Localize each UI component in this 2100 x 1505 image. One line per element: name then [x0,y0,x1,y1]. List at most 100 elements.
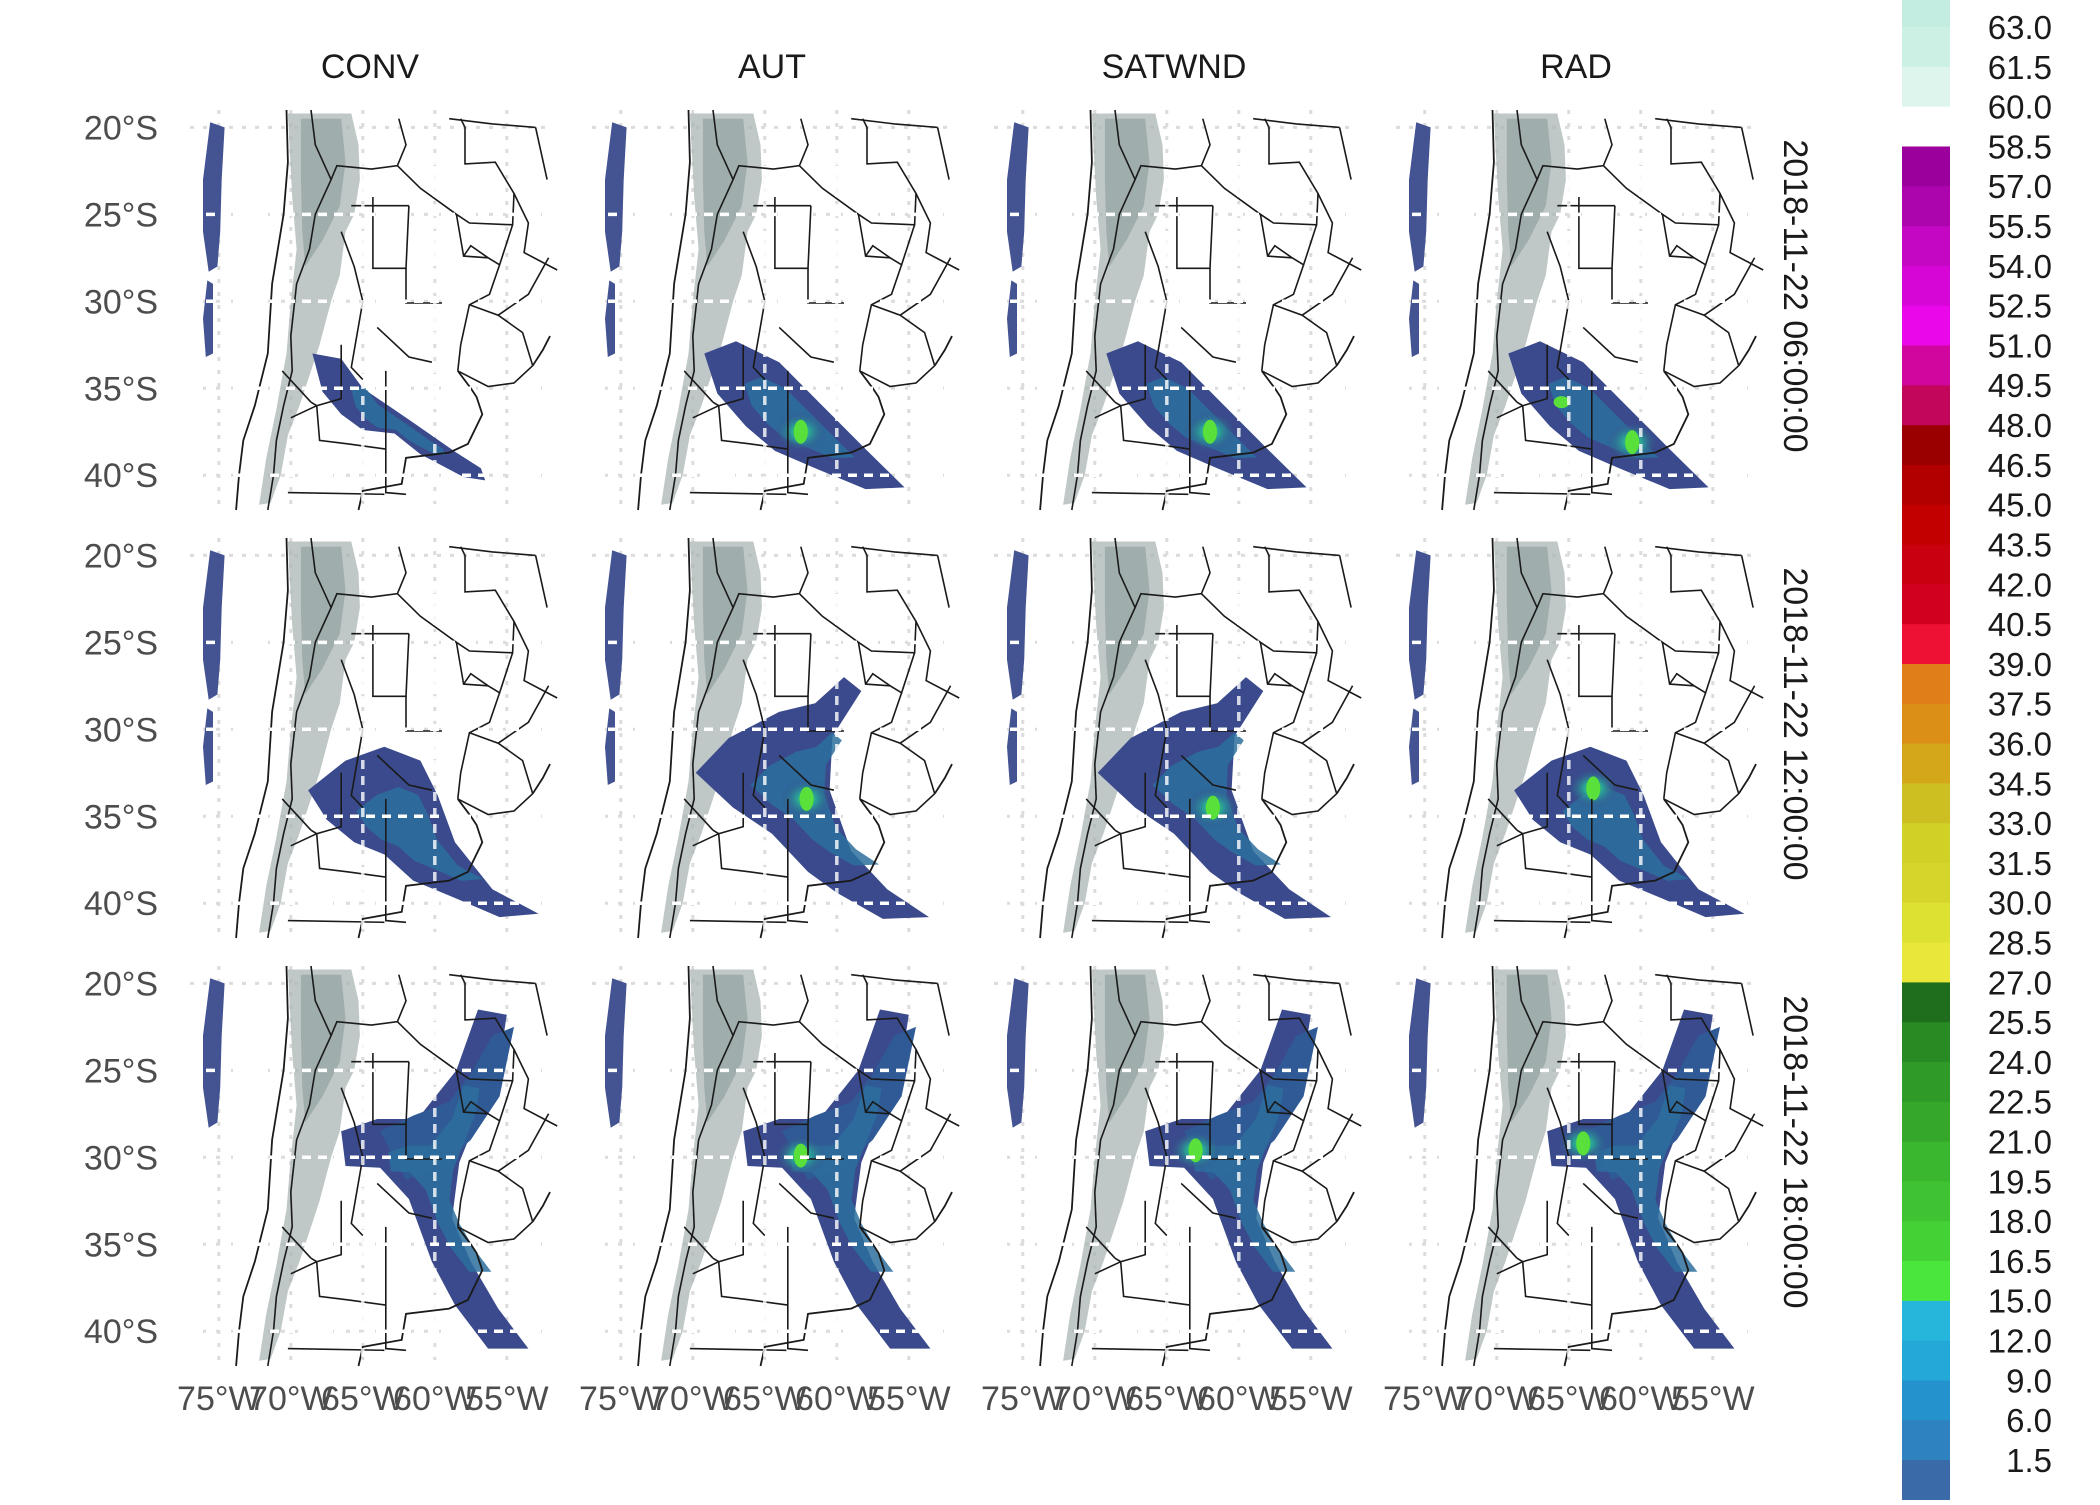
border-line [1703,1113,1756,1172]
border-line [1582,326,1639,363]
colorbar-label: 63.0 [1988,9,2052,46]
border-line [1663,793,1740,816]
border-line [267,965,332,1367]
y-tick-label: 20°S [84,537,158,575]
border-line [936,983,950,1036]
border-line [1266,672,1293,687]
border-line [287,919,385,924]
border-line [899,257,952,316]
colorbar-swatch [1902,1300,1950,1342]
border-line [1675,1160,1740,1222]
colorbar-swatch [1902,425,1950,466]
border-line [1091,1347,1189,1352]
border-line [1582,1182,1639,1219]
border-line [669,109,734,511]
border-line [683,798,714,831]
border-line [1189,798,1211,924]
y-tick-label: 25°S [84,624,158,662]
border-line [1675,732,1740,794]
map-panel-r3-c3 [994,965,1362,1367]
column-title-conv: CONV [321,48,420,86]
map-panel-r3-c2 [592,965,960,1367]
border-line [1176,1053,1214,1126]
border-line [384,1226,407,1352]
map-panel-r2-c3 [994,537,1362,939]
border-line [267,109,332,511]
border-line [267,537,332,939]
border-line [1703,685,1756,744]
border-line [1091,919,1189,924]
precip-core [1203,419,1217,444]
border-line [469,1160,534,1222]
border-line [871,732,936,794]
border-line [1317,193,1362,271]
x-tick-label: 60°W [1197,1380,1281,1418]
border-line [310,401,318,407]
colorbar-label: 19.5 [1988,1163,2052,1200]
colorbar-label: 52.5 [1988,288,2052,325]
precip-field-mid [350,385,446,456]
border-line [1200,118,1319,226]
border-line [1611,268,1648,304]
border-line [372,625,410,698]
colorbar-swatch [1902,902,1950,944]
colorbar-swatch [1902,1181,1950,1223]
colorbar-label: 45.0 [1988,487,2052,524]
colorbar-label: 24.0 [1988,1044,2052,1081]
colorbar-swatch [1902,146,1950,188]
coastline [859,798,874,817]
pacific-field [203,978,225,1128]
border-line [462,244,489,259]
border-line [287,491,385,496]
colorbar-swatch [1902,1460,1950,1501]
pacific-field [203,708,213,785]
x-tick-label: 75°W [981,1380,1065,1418]
border-line [1071,965,1136,1367]
border-line [315,833,386,878]
border-line [1253,117,1340,129]
border-line [1655,117,1742,129]
precip-field-mid [356,787,484,881]
pacific-field [1007,280,1017,357]
border-line [290,1200,343,1275]
border-line [1602,974,1721,1082]
border-line [462,1100,489,1115]
pacific-field [203,280,213,357]
border-line [1661,642,1720,695]
border-line [1176,197,1214,270]
border-line [1266,244,1293,259]
border-line [513,621,558,699]
border-line [915,193,960,271]
border-line [457,365,534,388]
border-line [1591,798,1613,924]
border-line [1176,625,1214,698]
column-title-rad: RAD [1540,48,1612,86]
border-line [455,214,514,267]
border-line [1317,1049,1362,1127]
precip-field-mid [790,1085,894,1272]
coastline [1039,965,1093,1367]
map-panel-r1-c4 [1396,109,1764,511]
border-line [1338,127,1352,180]
colorbar-swatch [1902,504,1950,546]
coastline [933,763,953,795]
colorbar-swatch [1902,584,1950,626]
colorbar-label: 57.0 [1988,168,2052,205]
coastline [1563,1243,1690,1367]
coastline [357,815,484,939]
border-line [376,1182,433,1219]
coastline [1161,815,1288,939]
border-line [798,118,917,226]
x-tick-label: 70°W [1053,1380,1137,1418]
border-line [712,1257,720,1263]
border-line [1668,1100,1695,1115]
x-tick-label: 70°W [1455,1380,1539,1418]
border-line [405,696,442,732]
x-tick-label: 65°W [1125,1380,1209,1418]
border-line [457,1221,534,1244]
border-line [462,672,489,687]
border-line [915,1049,960,1127]
border-line [457,264,501,371]
border-line [1675,304,1740,366]
coastline [1563,387,1690,511]
